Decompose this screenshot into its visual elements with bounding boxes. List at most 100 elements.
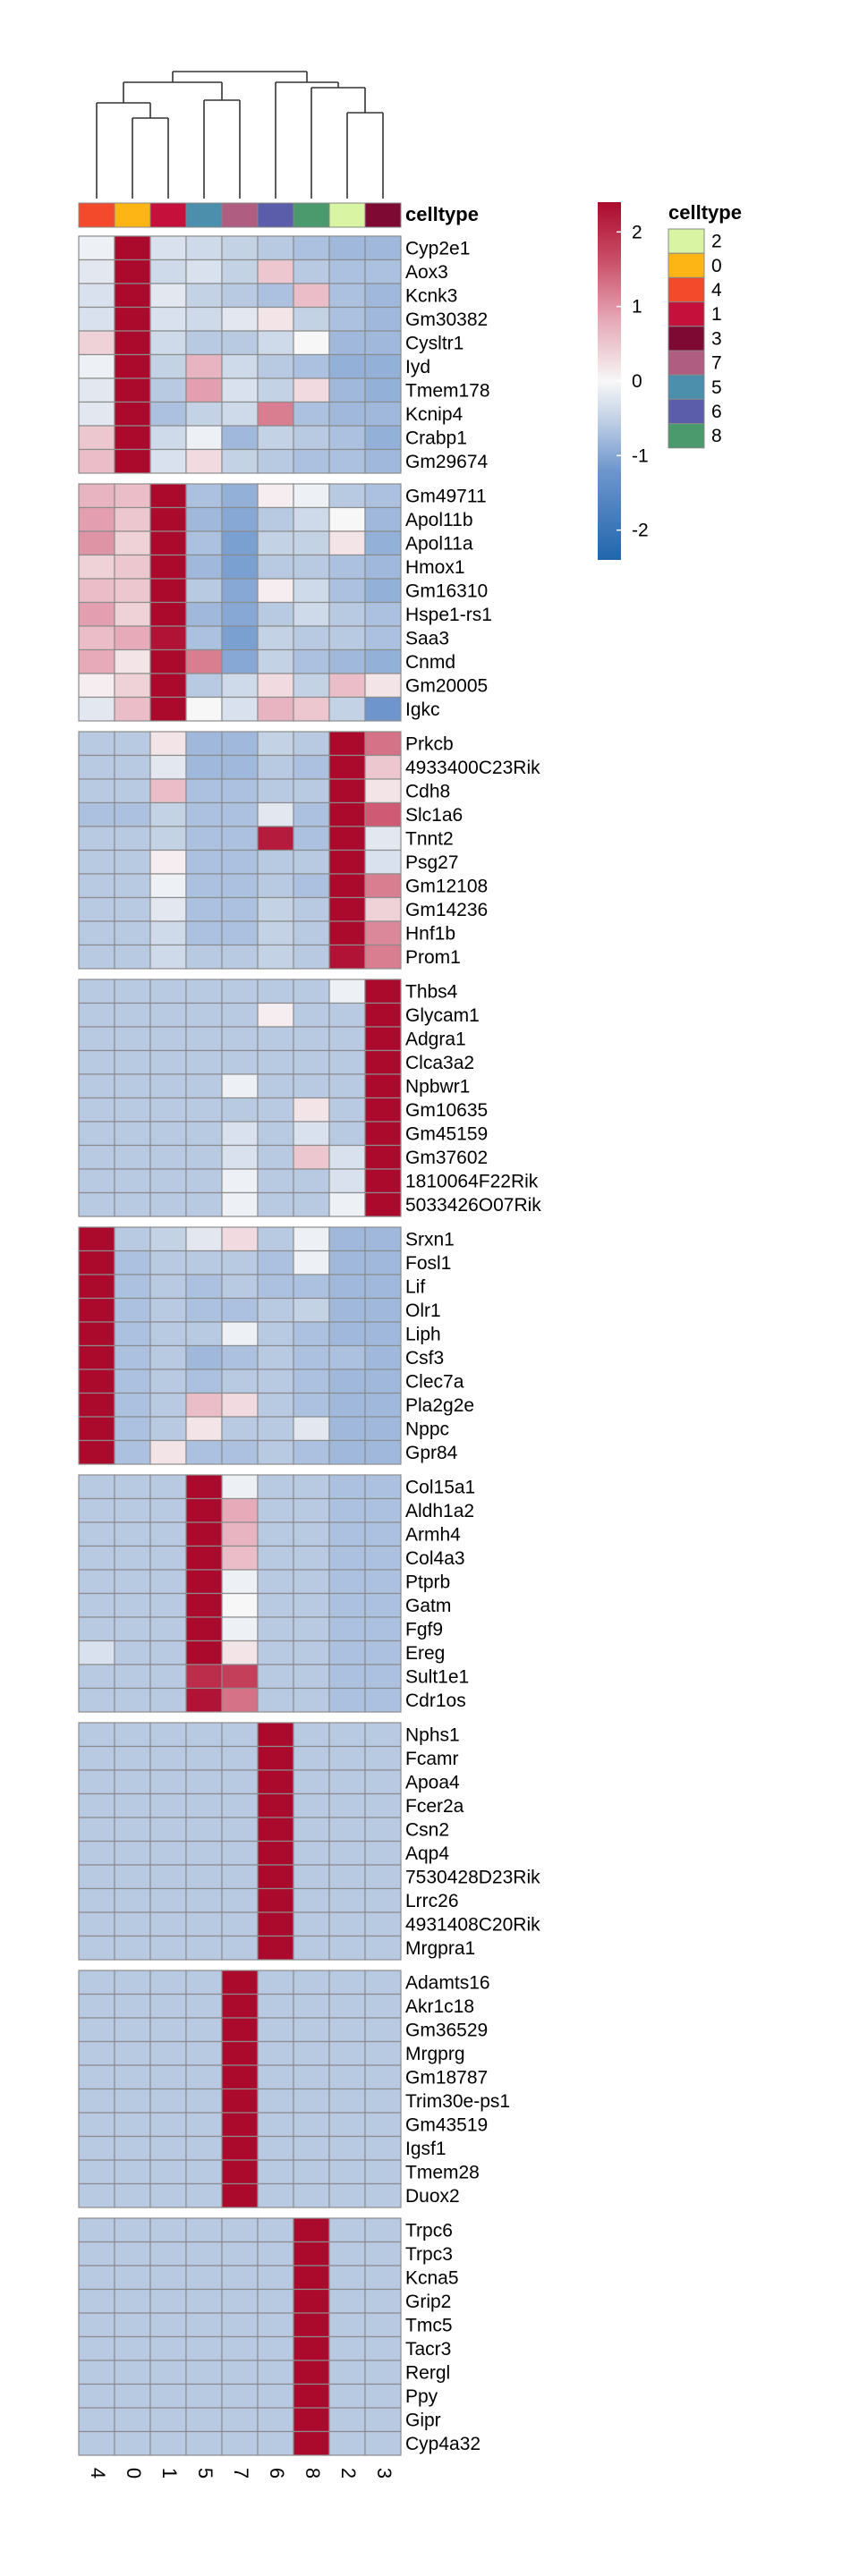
heatmap-cell (185, 506, 223, 532)
colorbar-tick-label: 0 (632, 371, 642, 392)
heatmap-cell (293, 1439, 330, 1465)
heatmap-cell (364, 1049, 402, 1075)
heatmap-cell (114, 2182, 151, 2208)
heatmap-cell (185, 673, 223, 699)
heatmap-cell (328, 1970, 366, 1996)
heatmap-cell (293, 2112, 330, 2138)
heatmap-cell (114, 1616, 151, 1642)
heatmap-cell (293, 625, 330, 651)
heatmap-cell (78, 754, 115, 780)
heatmap-cell (328, 1722, 366, 1748)
heatmap-cell (149, 283, 187, 309)
column-label: 2 (337, 2468, 360, 2479)
heatmap-cell (185, 873, 223, 899)
heatmap-cell (185, 235, 223, 261)
heatmap-cell (221, 2312, 259, 2338)
heatmap-cell (114, 1993, 151, 2019)
heatmap-cell (221, 425, 259, 451)
celltype-legend: celltype 2 0 4 1 3 7 5 6 8 (668, 201, 742, 449)
heatmap-cell (78, 1687, 115, 1713)
heatmap-cell (221, 2430, 259, 2456)
row-label: Apol11b (405, 510, 473, 530)
heatmap-cell (221, 2112, 259, 2138)
heatmap-cell (78, 2159, 115, 2185)
heatmap-cell (293, 2040, 330, 2066)
heatmap-cell (257, 1073, 294, 1099)
heatmap-cell (293, 1745, 330, 1771)
heatmap-cell (328, 1993, 366, 2019)
heatmap-cell (293, 2159, 330, 2185)
heatmap-cell (185, 1616, 223, 1642)
heatmap-cell (149, 1121, 187, 1147)
heatmap-cell (185, 2288, 223, 2314)
colorbar: 2 1 0 -1 -2 (598, 202, 649, 560)
heatmap-cell (221, 2217, 259, 2243)
heatmap-cell (328, 673, 366, 699)
heatmap-cell (221, 2265, 259, 2291)
heatmap-cell (293, 1592, 330, 1618)
heatmap-cell (114, 1687, 151, 1713)
heatmap-cell (293, 530, 330, 556)
heatmap-cell (364, 1168, 402, 1194)
heatmap-cell (221, 1144, 259, 1170)
heatmap-cell (293, 1616, 330, 1642)
heatmap-cell (78, 2430, 115, 2456)
heatmap-cell (149, 1439, 187, 1465)
heatmap-cell (149, 625, 187, 651)
legend-label: 4 (711, 280, 722, 301)
heatmap-cell (149, 778, 187, 804)
heatmap-cell (328, 920, 366, 946)
heatmap-cell (257, 483, 294, 509)
heatmap-cell (257, 826, 294, 852)
heatmap-cell (364, 731, 402, 757)
heatmap-cell (185, 448, 223, 474)
heatmap-cell (364, 1274, 402, 1300)
heatmap-cell (328, 1297, 366, 1323)
row-label: Adgra1 (405, 1029, 466, 1049)
heatmap-cell (149, 1250, 187, 1275)
heatmap-cell (185, 1097, 223, 1123)
heatmap-cell (293, 1569, 330, 1595)
heatmap-cell (78, 944, 115, 970)
heatmap-cell (149, 1640, 187, 1665)
heatmap-cell (293, 2182, 330, 2208)
heatmap-cell (78, 1664, 115, 1690)
heatmap-cell (257, 1049, 294, 1075)
heatmap-cell (364, 1073, 402, 1099)
heatmap-cell (185, 1993, 223, 2019)
row-label: Clca3a2 (405, 1053, 474, 1073)
heatmap-cell (364, 2288, 402, 2314)
heatmap-cell (257, 2241, 294, 2267)
row-label: Gm20005 (405, 675, 488, 696)
heatmap-cell (293, 1521, 330, 1547)
row-group-6: Col15a1 Aldh1a2 Armh4 Col4a3 Ptprb Gatm Fgf9 Er… (78, 1474, 475, 1713)
row-label: Hspe1-rs1 (405, 605, 492, 625)
heatmap-cell (149, 2112, 187, 2138)
heatmap-cell (114, 979, 151, 1004)
heatmap-cell (328, 2288, 366, 2314)
heatmap-cell (293, 1687, 330, 1713)
heatmap-cell (78, 1144, 115, 1170)
row-label: Duox2 (405, 2186, 460, 2207)
heatmap-cell (149, 826, 187, 852)
heatmap-cell (185, 1144, 223, 1170)
heatmap-cell (364, 1191, 402, 1217)
heatmap-cell (257, 1722, 294, 1748)
heatmap-cell (78, 1002, 115, 1028)
heatmap-cell (114, 377, 151, 403)
heatmap-cell (364, 1474, 402, 1500)
row-label: Npbwr1 (405, 1076, 470, 1097)
heatmap-cell (221, 826, 259, 852)
heatmap-cell (78, 1993, 115, 2019)
heatmap-cell (221, 483, 259, 509)
row-label: Psg27 (405, 852, 459, 873)
heatmap-cell (78, 1439, 115, 1465)
heatmap-cell (293, 554, 330, 580)
heatmap-cell (185, 979, 223, 1004)
heatmap-cell (221, 530, 259, 556)
heatmap-cell (257, 2407, 294, 2433)
heatmap-cell (78, 1168, 115, 1194)
heatmap-cell (257, 2112, 294, 2138)
row-label: Ppy (405, 2386, 438, 2407)
